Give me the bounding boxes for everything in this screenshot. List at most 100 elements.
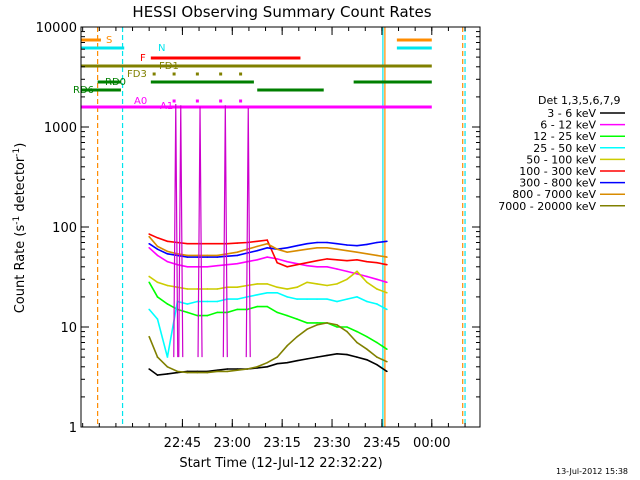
series-point-1 — [316, 356, 318, 358]
series-point-5 — [386, 291, 388, 294]
series-point-8 — [356, 251, 358, 253]
series-point-5 — [376, 288, 378, 290]
series-line-9 — [148, 322, 388, 374]
series-point-1 — [326, 354, 328, 357]
series-point-3 — [216, 311, 219, 314]
series-point-2 — [386, 281, 388, 284]
series-point-8 — [366, 252, 368, 255]
series-point-8 — [256, 245, 259, 248]
series-point-2 — [206, 265, 209, 268]
series-point-3 — [256, 305, 259, 308]
series-point-8 — [276, 248, 278, 250]
legend-entry: 25 - 50 keV — [533, 142, 596, 155]
series-point-8 — [156, 245, 159, 248]
series-point-2 — [256, 258, 259, 261]
series-point-7 — [326, 241, 328, 244]
series-point-4 — [376, 303, 378, 305]
spike-peak — [178, 105, 184, 358]
series-point-6 — [156, 236, 159, 239]
flag-dot-fd3 — [239, 72, 243, 76]
series-point-3 — [306, 322, 308, 324]
series-point-6 — [266, 239, 269, 241]
series-point-9 — [226, 370, 229, 373]
x-axis: 22:45 23:00 23:15 23:30 23:45 00:00 — [82, 27, 466, 451]
flag-label-a0: A0 — [134, 96, 147, 107]
x-tick-label: 23:30 — [313, 436, 350, 451]
series-point-4 — [316, 298, 318, 300]
series-point-1 — [306, 358, 308, 360]
legend-entry: 12 - 25 keV — [533, 130, 596, 143]
y-axis-label: Count Rate (s-1 detector-1) — [12, 143, 28, 314]
series-point-1 — [366, 358, 368, 361]
series-point-2 — [336, 268, 338, 270]
series-point-9 — [196, 371, 199, 374]
series-point-4 — [356, 296, 358, 298]
x-tick-label: 22:45 — [164, 436, 201, 451]
series-point-7 — [286, 246, 288, 249]
flag-dot-a1 — [239, 99, 243, 103]
series-point-9 — [186, 371, 189, 374]
series-point-4 — [336, 300, 338, 303]
series-point-8 — [236, 251, 239, 253]
series-point-5 — [216, 288, 219, 290]
series-point-9 — [386, 360, 388, 363]
series-point-5 — [356, 270, 358, 273]
series-point-4 — [296, 298, 298, 300]
series-point-5 — [148, 275, 150, 278]
plot-frame — [80, 26, 481, 428]
series-point-6 — [356, 258, 358, 261]
legend-entry: 50 - 100 keV — [526, 153, 596, 166]
series-point-9 — [236, 369, 239, 371]
series-point-1 — [266, 365, 269, 368]
legend-entry: 7000 - 20000 keV — [498, 200, 596, 213]
series-point-8 — [336, 248, 338, 250]
series-point-9 — [306, 328, 308, 331]
flag-dot-fd3 — [152, 72, 156, 76]
series-point-9 — [356, 341, 358, 344]
timestamp: 13-Jul-2012 15:38 — [556, 467, 628, 476]
series-line-2 — [148, 247, 388, 284]
series-point-3 — [156, 296, 159, 298]
series-point-3 — [336, 326, 338, 328]
series-point-8 — [266, 242, 269, 245]
series-point-9 — [376, 356, 378, 358]
series-point-7 — [266, 246, 269, 249]
flag-label-fd3: FD3 — [127, 69, 147, 80]
series-point-4 — [206, 300, 209, 303]
series-point-4 — [196, 300, 199, 303]
legend-entry: 300 - 800 keV — [519, 177, 596, 190]
series-point-5 — [366, 281, 368, 284]
series-point-9 — [276, 356, 278, 358]
series-point-1 — [346, 353, 348, 356]
series-point-9 — [166, 365, 169, 368]
series-point-2 — [306, 264, 308, 267]
series-point-3 — [286, 314, 288, 317]
spike-peak — [245, 107, 251, 358]
series-point-1 — [376, 363, 378, 366]
series-point-1 — [356, 356, 358, 358]
series-point-3 — [266, 305, 269, 308]
series-point-5 — [306, 281, 308, 284]
flag-label-a1: A1 — [160, 101, 173, 112]
x-tick-label: 23:00 — [214, 436, 251, 451]
series-point-2 — [326, 265, 328, 268]
spike-peak — [197, 106, 203, 358]
y-axis-label-part: ) — [13, 143, 28, 148]
series-point-7 — [306, 242, 308, 245]
series-point-5 — [186, 288, 189, 290]
series-point-9 — [336, 324, 338, 326]
series-point-4 — [266, 291, 269, 294]
series-point-2 — [266, 256, 269, 258]
y-tick-label: 10000 — [36, 21, 77, 36]
series-point-9 — [176, 370, 179, 373]
series-point-8 — [148, 235, 150, 238]
series-point-9 — [156, 356, 159, 358]
series-point-4 — [148, 308, 150, 311]
series-point-8 — [386, 256, 388, 258]
series-point-4 — [166, 356, 169, 358]
series-point-9 — [256, 365, 259, 368]
series-point-5 — [286, 288, 288, 290]
series-point-5 — [276, 286, 278, 289]
flag-dot-a1 — [219, 99, 223, 103]
